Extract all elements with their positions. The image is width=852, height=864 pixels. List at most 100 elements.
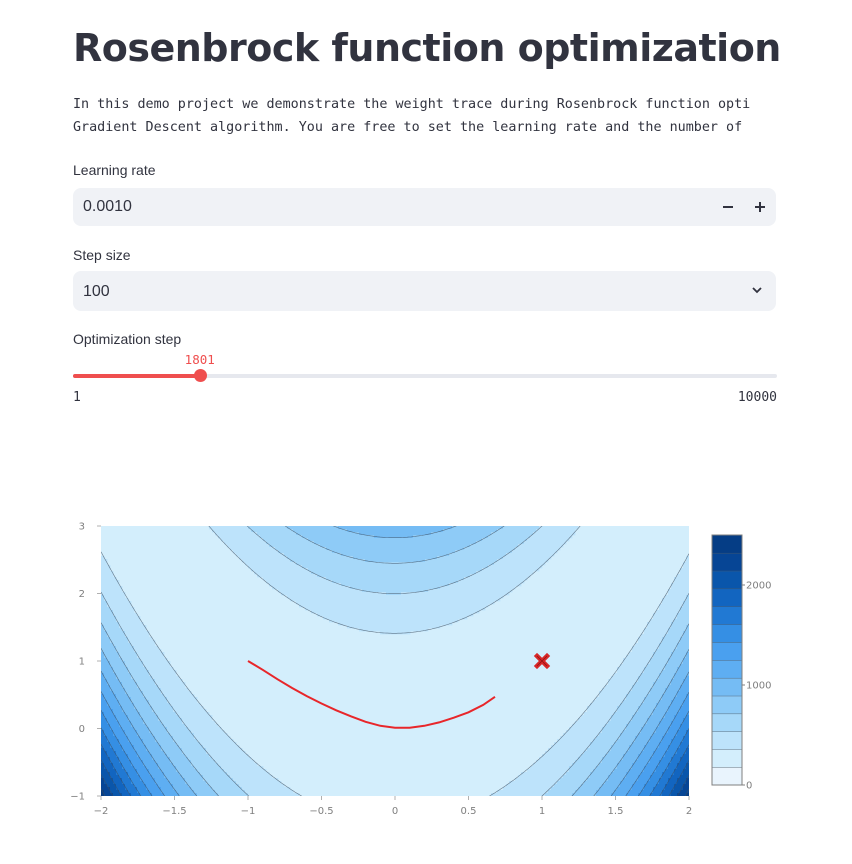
contour-band	[425, 592, 429, 596]
contour-band	[416, 619, 420, 623]
contour-band	[182, 748, 186, 752]
slider-thumb[interactable]	[193, 369, 207, 382]
contour-band	[353, 526, 357, 530]
contour-band	[101, 562, 105, 566]
intro-line: In this demo project we demonstrate the …	[73, 97, 751, 112]
contour-band	[296, 577, 300, 581]
contour-band	[209, 736, 213, 740]
contour-band	[269, 562, 273, 566]
contour-band	[296, 541, 300, 545]
contour-band	[176, 721, 180, 725]
decrement-button[interactable]	[712, 188, 744, 226]
contour-band	[458, 571, 462, 575]
contour-band	[194, 718, 198, 722]
contour-band	[389, 550, 393, 554]
contour-band	[482, 604, 486, 608]
contour-band	[314, 541, 318, 545]
contour-band	[455, 538, 459, 542]
contour-band	[134, 742, 138, 746]
contour-band	[107, 568, 111, 572]
contour-band	[143, 718, 147, 722]
contour-band	[443, 580, 447, 584]
contour-band	[353, 610, 357, 614]
contour-band	[161, 766, 165, 770]
contour-band	[161, 757, 165, 761]
contour-band	[170, 769, 174, 773]
contour-band	[158, 673, 162, 677]
learning-rate-value[interactable]: 0.0010	[83, 198, 132, 215]
contour-band	[500, 532, 504, 536]
contour-band	[116, 625, 120, 629]
contour-band	[506, 559, 510, 563]
contour-band	[149, 745, 153, 749]
contour-band	[311, 601, 315, 605]
contour-band	[395, 613, 399, 617]
increment-button[interactable]	[744, 188, 776, 226]
contour-band	[146, 733, 150, 737]
contour-band	[368, 595, 372, 599]
contour-band	[494, 574, 498, 578]
contour-band	[203, 724, 207, 728]
contour-band	[362, 562, 366, 566]
contour-band	[425, 586, 429, 590]
contour-band	[485, 547, 489, 551]
contour-band	[440, 604, 444, 608]
contour-band	[182, 694, 186, 698]
learning-rate-input[interactable]: 0.0010	[73, 188, 776, 226]
contour-band	[356, 550, 360, 554]
contour-band	[449, 532, 453, 536]
contour-band	[488, 580, 492, 584]
contour-band	[425, 604, 429, 608]
contour-band	[368, 628, 372, 632]
contour-band	[197, 772, 201, 776]
contour-band	[167, 664, 171, 668]
contour-band	[470, 583, 474, 587]
contour-band	[497, 790, 501, 794]
contour-band	[356, 601, 360, 605]
contour-band	[161, 688, 165, 692]
contour-band	[281, 541, 285, 545]
contour-band	[389, 538, 393, 542]
contour-band	[179, 694, 183, 698]
contour-band	[347, 568, 351, 572]
contour-band	[179, 715, 183, 719]
contour-band	[449, 544, 453, 548]
contour-band	[329, 595, 333, 599]
contour-band	[113, 706, 117, 710]
step-size-select[interactable]: 100	[73, 271, 776, 311]
contour-band	[179, 757, 183, 761]
contour-band	[125, 679, 129, 683]
contour-band	[254, 529, 258, 533]
contour-band	[299, 601, 303, 605]
contour-band	[167, 781, 171, 785]
contour-band	[170, 757, 174, 761]
contour-band	[167, 685, 171, 689]
contour-band	[191, 736, 195, 740]
contour-band	[143, 778, 147, 782]
contour-band	[263, 769, 267, 773]
contour-band	[464, 595, 468, 599]
contour-band	[101, 748, 105, 752]
contour-band	[122, 652, 126, 656]
contour-band	[425, 595, 429, 599]
contour-band	[431, 562, 435, 566]
contour-band	[188, 769, 192, 773]
contour-band	[119, 652, 123, 656]
contour-band	[185, 727, 189, 731]
contour-band	[281, 787, 285, 791]
contour-band	[443, 562, 447, 566]
contour-band	[272, 544, 276, 548]
contour-band	[257, 532, 261, 536]
contour-band	[398, 559, 402, 563]
contour-band	[299, 535, 303, 539]
optimization-step-slider[interactable]	[73, 369, 777, 382]
contour-band	[224, 736, 228, 740]
contour-band	[113, 718, 117, 722]
contour-band	[239, 772, 243, 776]
contour-band	[398, 574, 402, 578]
contour-band	[170, 694, 174, 698]
contour-band	[182, 700, 186, 704]
contour-band	[287, 565, 291, 569]
contour-band	[125, 682, 129, 686]
